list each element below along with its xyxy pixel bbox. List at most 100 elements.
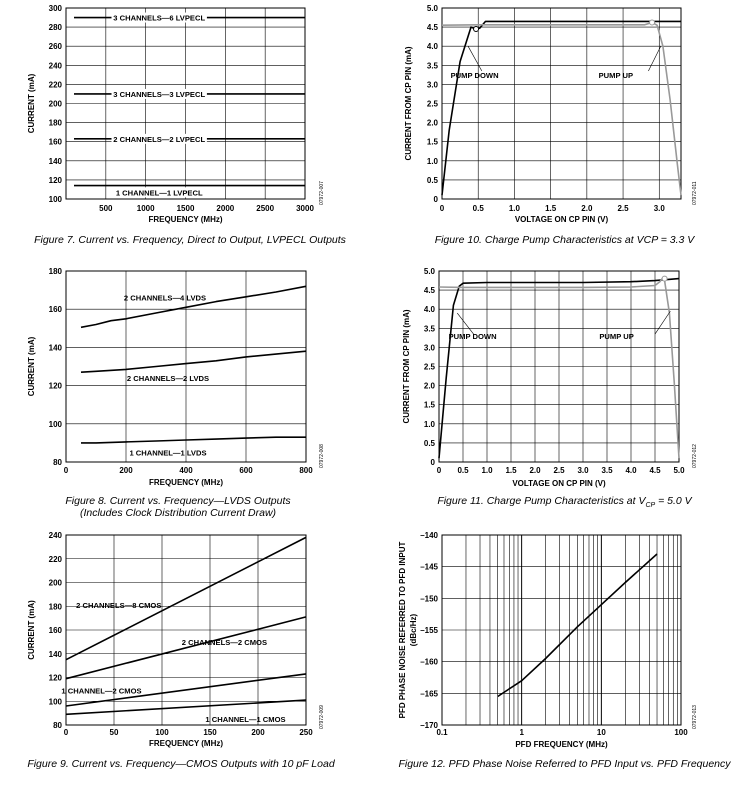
y-axis-label: CURRENT (mA): [27, 73, 36, 133]
y-tick-label: 120: [49, 382, 63, 391]
y-tick-label: 2.0: [427, 119, 439, 128]
figure-code: 07972-011: [692, 181, 698, 205]
y-tick-label: –165: [420, 689, 438, 698]
figure-code: 07972-012: [692, 444, 698, 468]
y-tick-label: 2.5: [427, 100, 439, 109]
x-tick-label: 5.0: [673, 466, 685, 475]
y-tick-label: 4.0: [424, 305, 436, 314]
y-tick-label: 3.5: [427, 61, 439, 70]
x-tick-label: 2.0: [529, 466, 541, 475]
series-line-2: [80, 350, 307, 373]
caption-text: Figure 10. Charge Pump Characteristics a…: [434, 234, 695, 246]
chart-fig8: 0 200 400 600 800 80 100 120 140 160 180 FREQUENCY …: [0, 262, 376, 524]
x-tick-label: 150: [203, 728, 217, 737]
annotation-label: PUMP DOWN: [449, 332, 497, 341]
y-tick-label: 140: [49, 343, 63, 352]
y-tick-label: –155: [420, 626, 438, 635]
chart-fig10: 0 0.5 1.0 1.5 2.0 2.5 3.0 0 0.5 1.0 1.5 2.0 2.5 3.0 3.…: [376, 0, 753, 262]
annotation-label: 3 CHANNELS—3 LVPECL: [113, 90, 205, 99]
pump-down-leader: [467, 46, 483, 72]
x-tick-label: 0.1: [436, 728, 448, 737]
x-tick-label: 1.0: [481, 466, 493, 475]
annotation-label: 2 CHANNELS—2 CMOS: [182, 638, 267, 647]
x-tick-label: 200: [251, 728, 265, 737]
caption-text: Figure 11. Charge Pump Characteristics a…: [376, 495, 753, 509]
chart-fig8-caption: Figure 8. Current vs. Frequency—LVDS Out…: [0, 495, 356, 519]
y-tick-label: 180: [49, 267, 63, 276]
annotation-label: PUMP UP: [599, 71, 633, 80]
caption-sub: CP: [645, 502, 656, 510]
y-tick-label: –145: [420, 563, 438, 572]
annotation-label: 2 CHANNELS—2 LVDS: [127, 374, 209, 383]
y-tick-label: 2.5: [424, 363, 436, 372]
annotation-label: 1 CHANNEL—1 LVPECL: [116, 188, 203, 197]
pump-up-leader: [654, 310, 671, 335]
y-tick-label: 260: [49, 42, 63, 51]
y-tick-label: 2.0: [424, 382, 436, 391]
plot-frame: [441, 534, 682, 726]
y-axis-label: CURRENT FROM CP PIN (mA): [402, 309, 411, 423]
x-tick-label: 0: [440, 204, 445, 213]
y-tick-label: 100: [49, 420, 63, 429]
y-tick-label: 5.0: [424, 267, 436, 276]
y-tick-label: 220: [49, 80, 63, 89]
x-tick-label: 2.0: [581, 204, 593, 213]
x-tick-label: 3.0: [577, 466, 589, 475]
figure-code: 07972-013: [692, 705, 698, 729]
chart-fig9-svg: 0 50 100 150 200 250 80 100 120 140 160 180 200 220 24…: [27, 531, 325, 748]
y-tick-label: 0: [434, 195, 439, 204]
x-tick-label: 1.0: [509, 204, 521, 213]
y-axis-label-units: (dBc/Hz): [409, 613, 418, 646]
figure-code: 07972-008: [319, 444, 325, 468]
x-tick-label: 2.5: [553, 466, 565, 475]
x-tick-label: 1.5: [505, 466, 517, 475]
y-tick-label: 4.5: [424, 286, 436, 295]
x-tick-label: 1: [519, 728, 524, 737]
annotation-background: [111, 133, 207, 144]
figure-code: 07972-009: [319, 705, 325, 729]
y-tick-label: –150: [420, 594, 438, 603]
x-tick-label: 1500: [177, 204, 195, 213]
chart-fig11-caption: Figure 11. Charge Pump Characteristics a…: [376, 495, 753, 509]
x-tick-label: 400: [179, 466, 193, 475]
pump-up-marker: [649, 19, 656, 26]
y-axis-label: CURRENT (mA): [27, 600, 36, 660]
y-tick-label: 4.5: [427, 23, 439, 32]
y-axis-label: CURRENT (mA): [27, 336, 36, 396]
chart-fig12-svg: 0.1 1 10 100 –140 –145 –150 –155 –160 –165 –170 PFD…: [398, 531, 698, 749]
x-tick-label: 1.5: [545, 204, 557, 213]
y-tick-label: 140: [49, 650, 63, 659]
y-tick-label: 3.0: [427, 80, 439, 89]
chart-fig7-caption: Figure 7. Current vs. Frequency, Direct …: [0, 234, 380, 246]
y-tick-label: 120: [49, 176, 63, 185]
x-tick-label: 0.5: [457, 466, 469, 475]
x-tick-label: 2000: [216, 204, 234, 213]
y-tick-label: 5.0: [427, 4, 439, 13]
y-tick-label: 1.5: [427, 138, 439, 147]
y-tick-label: –140: [420, 531, 438, 540]
pump-down-marker: [473, 26, 480, 33]
series-line-3: [81, 436, 306, 444]
x-tick-label: 600: [239, 466, 253, 475]
figure-code: 07972-007: [319, 181, 325, 205]
x-tick-label: 4.5: [649, 466, 661, 475]
annotation-background: [111, 12, 207, 23]
annotation-label: PUMP UP: [599, 332, 633, 341]
x-tick-label: 500: [99, 204, 113, 213]
series-line-1: [497, 553, 658, 698]
y-tick-label: 0: [431, 458, 436, 467]
x-tick-label: 3.0: [654, 204, 666, 213]
chart-fig8-svg: 0 200 400 600 800 80 100 120 140 160 180 FREQUENCY …: [27, 267, 325, 487]
chart-fig10-svg: 0 0.5 1.0 1.5 2.0 2.5 3.0 0 0.5 1.0 1.5 2.0 2.5 3.0 3.…: [404, 4, 698, 224]
chart-fig7-svg: 500 1000 1500 2000 2500 3000 100 120 140 160 180 20…: [27, 4, 325, 224]
series-line-1: [80, 285, 307, 329]
y-tick-label: 160: [49, 138, 63, 147]
y-tick-label: 200: [49, 100, 63, 109]
x-tick-label: 50: [110, 728, 119, 737]
x-tick-label: 0.5: [473, 204, 485, 213]
y-tick-label: 200: [49, 579, 63, 588]
y-tick-label: 140: [49, 157, 63, 166]
y-tick-label: 220: [49, 555, 63, 564]
y-tick-label: 240: [49, 531, 63, 540]
y-tick-label: 1.0: [427, 157, 439, 166]
